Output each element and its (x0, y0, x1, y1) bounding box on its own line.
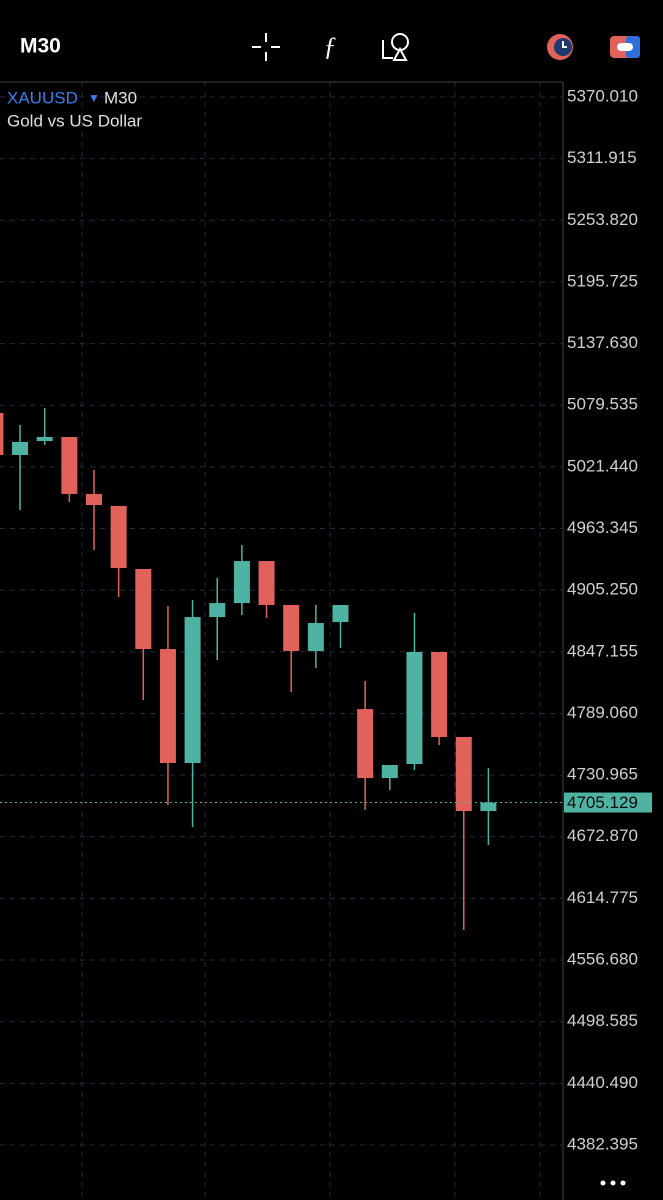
candle-body (431, 651, 448, 737)
candle-body (332, 604, 349, 623)
candle-body (406, 651, 423, 765)
candle-body (381, 764, 398, 779)
candle-body (184, 617, 201, 763)
indicators-icon[interactable]: ƒ (324, 32, 337, 61)
candle-body (86, 493, 102, 506)
symbol-description: Gold vs US Dollar (7, 111, 142, 130)
y-tick-label: 5079.535 (567, 395, 638, 414)
objects-icon[interactable] (382, 33, 409, 61)
y-tick-label: 4905.250 (567, 580, 638, 599)
candle-body (61, 436, 78, 494)
candle-body (12, 441, 29, 456)
candle-body (209, 603, 226, 618)
vertical-grid (81, 82, 541, 1200)
symbol-dropdown-arrow[interactable]: ▼ (88, 91, 100, 105)
candle-body (36, 436, 53, 442)
y-tick-label: 4498.585 (567, 1011, 638, 1030)
symbol[interactable]: XAUUSD (7, 88, 78, 107)
timeframe-button[interactable]: M30 (20, 35, 61, 58)
y-tick-label: 4672.870 (567, 826, 638, 845)
y-tick-label: 4789.060 (567, 703, 638, 722)
y-tick-label: 4847.155 (567, 641, 638, 660)
y-tick-label: 5195.725 (567, 271, 638, 290)
trade-icon[interactable] (610, 36, 640, 58)
y-tick-label: 4440.490 (567, 1073, 638, 1092)
candle-body (357, 709, 374, 779)
y-tick-label: 4730.965 (567, 765, 638, 784)
candle-body (307, 623, 324, 652)
y-tick-label: 5137.630 (567, 333, 638, 352)
candle-body (283, 604, 300, 652)
y-tick-label: 5311.915 (567, 148, 637, 167)
candles (0, 96, 563, 1146)
y-tick-label: 5021.440 (567, 456, 638, 475)
candle-body (455, 736, 472, 812)
y-tick-label: 5370.010 (567, 86, 638, 105)
candle-body (258, 561, 275, 605)
candle-body (0, 413, 4, 456)
candle-body (135, 569, 152, 650)
candle-body (159, 649, 176, 763)
crosshair-icon[interactable] (252, 33, 280, 61)
y-tick-label: 4963.345 (567, 518, 638, 537)
candle-body (233, 561, 250, 604)
current-price-label: 4705.129 (567, 793, 638, 812)
legend-timeframe: M30 (104, 88, 137, 107)
y-tick-label: 4614.775 (567, 888, 638, 907)
y-tick-label: 4556.680 (567, 950, 638, 969)
menu-dots[interactable] (600, 1180, 626, 1186)
current-price-box (564, 792, 652, 813)
clock-icon[interactable] (547, 34, 573, 60)
candle-body (480, 802, 497, 812)
y-tick-label: 5253.820 (567, 210, 638, 229)
y-tick-label: 4382.395 (567, 1134, 638, 1153)
candle-body (110, 505, 127, 569)
